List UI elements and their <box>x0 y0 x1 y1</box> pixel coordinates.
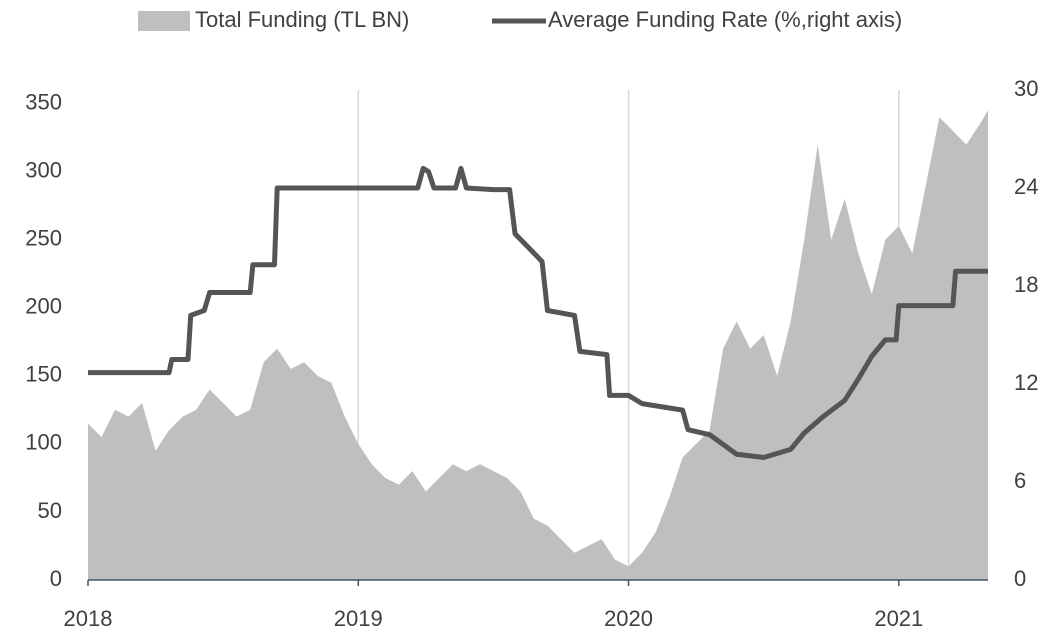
legend-swatch <box>138 11 190 31</box>
x-tick-label: 2020 <box>604 606 653 631</box>
x-tick-label: 2019 <box>334 606 383 631</box>
y2-tick-label: 18 <box>1014 272 1038 297</box>
y-tick-label: 250 <box>25 226 62 251</box>
y-tick-label: 0 <box>50 566 62 591</box>
line <box>88 165 988 460</box>
y-tick-label: 50 <box>38 498 62 523</box>
x-tick-label: 2018 <box>64 606 113 631</box>
legend-label: Total Funding (TL BN) <box>195 7 409 32</box>
area <box>88 110 988 581</box>
legend-label: Average Funding Rate (%,right axis) <box>548 7 902 32</box>
y-tick-label: 100 <box>25 430 62 455</box>
y2-tick-label: 12 <box>1014 370 1038 395</box>
y2-tick-label: 30 <box>1014 76 1038 101</box>
y-tick-label: 200 <box>25 294 62 319</box>
y2-tick-label: 24 <box>1014 174 1038 199</box>
y2-tick-label: 0 <box>1014 566 1026 591</box>
y-tick-label: 350 <box>25 89 62 114</box>
y-tick-label: 150 <box>25 362 62 387</box>
x-tick-label: 2021 <box>874 606 923 631</box>
y2-tick-label: 6 <box>1014 468 1026 493</box>
y-tick-label: 300 <box>25 157 62 182</box>
